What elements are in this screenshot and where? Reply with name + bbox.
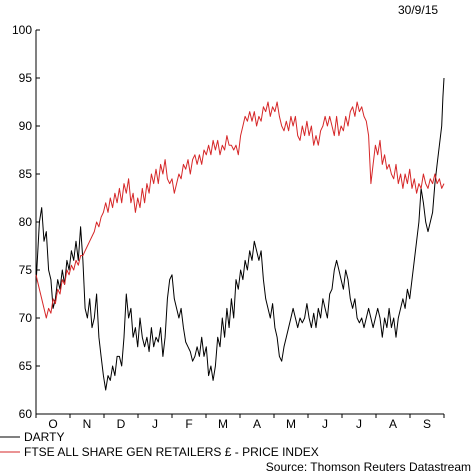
- y-tick-label: 65: [19, 359, 33, 373]
- x-tick-label: J: [322, 417, 328, 431]
- x-tick-label: A: [389, 417, 397, 431]
- x-tick-label: J: [152, 417, 158, 431]
- y-tick-label: 85: [19, 167, 33, 181]
- x-tick-label: N: [83, 417, 92, 431]
- y-tick-label: 90: [19, 119, 33, 133]
- x-tick-label: M: [286, 417, 296, 431]
- series-lines: [35, 77, 445, 391]
- x-tick-label: D: [117, 417, 126, 431]
- legend-label-darty: DARTY: [24, 430, 64, 444]
- y-tick-label: 60: [19, 407, 33, 421]
- x-tick-label: O: [48, 417, 57, 431]
- y-tick-label: 100: [12, 23, 32, 37]
- y-axis: 60 65 70 75 80 85 90 95 100: [12, 23, 40, 421]
- series-line-darty: [35, 77, 445, 391]
- x-tick-label: S: [423, 417, 431, 431]
- y-tick-label: 80: [19, 215, 33, 229]
- x-tick-label: F: [185, 417, 192, 431]
- y-tick-label: 70: [19, 311, 33, 325]
- y-tick-label: 95: [19, 71, 33, 85]
- source-label: Source: Thomson Reuters Datastream: [266, 460, 471, 474]
- legend-label-ftse: FTSE ALL SHARE GEN RETAILERS £ - PRICE I…: [24, 445, 319, 459]
- legend: DARTY FTSE ALL SHARE GEN RETAILERS £ - P…: [0, 430, 319, 459]
- x-tick-label: J: [356, 417, 362, 431]
- date-label: 30/9/15: [398, 3, 438, 17]
- y-tick-label: 75: [19, 263, 33, 277]
- x-tick-label: A: [253, 417, 261, 431]
- x-tick-label: M: [218, 417, 228, 431]
- series-line-ftse: [35, 101, 445, 319]
